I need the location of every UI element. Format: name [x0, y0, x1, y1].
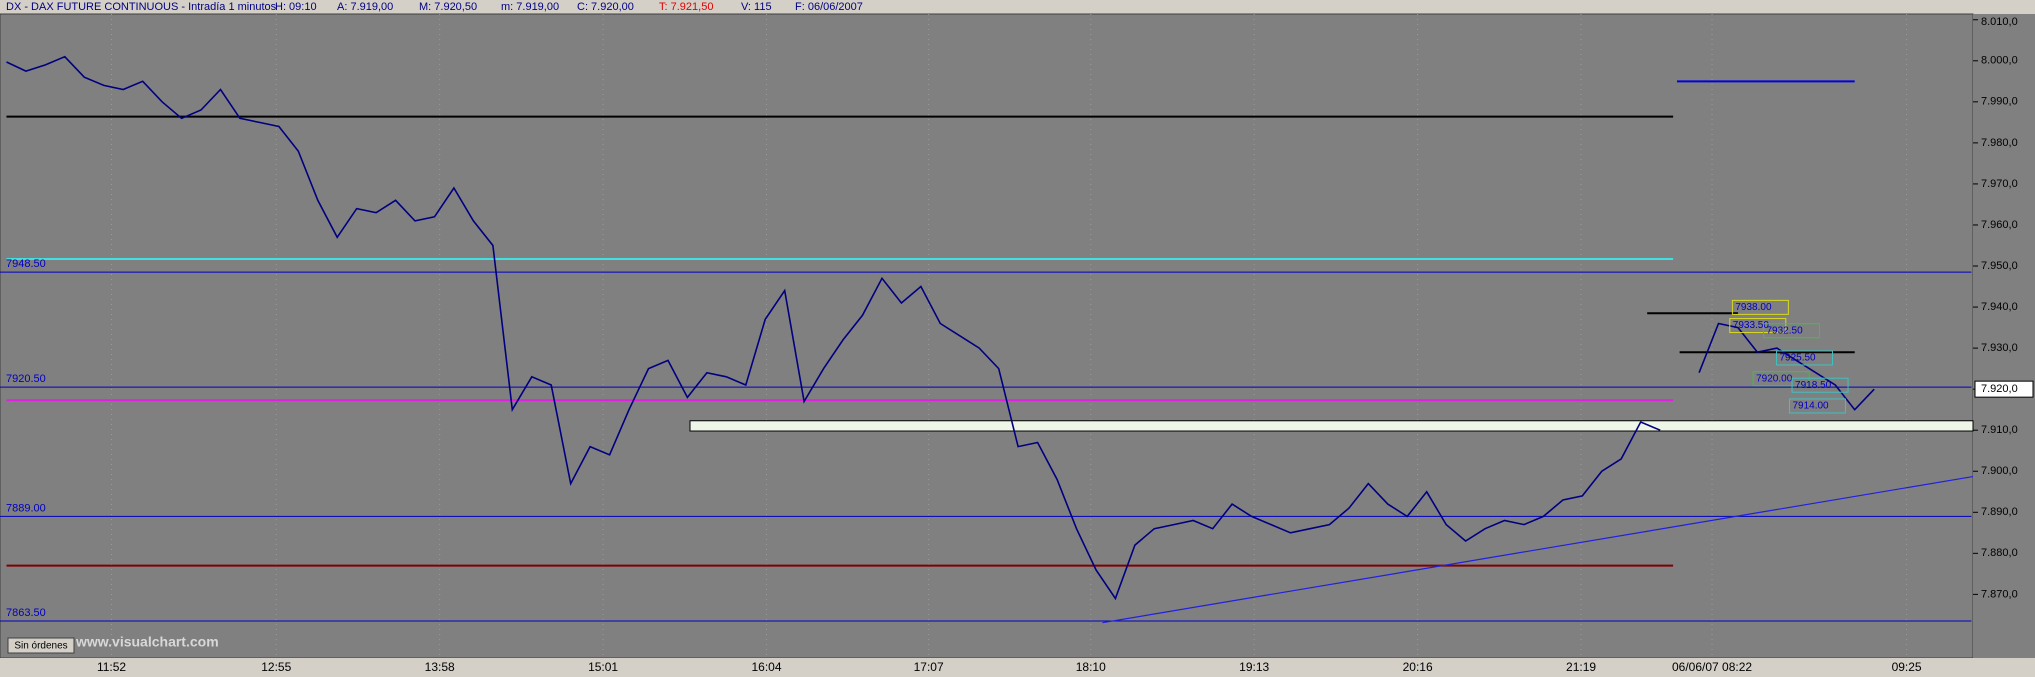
y-tick-label: 7.930,0 — [1981, 342, 2018, 354]
annotation-label: 7920.00 — [1756, 373, 1793, 384]
y-tick-label: 7.960,0 — [1981, 219, 2018, 231]
annotation-box — [1752, 371, 1810, 387]
y-tick-label: 7.880,0 — [1981, 547, 2018, 559]
x-tick-label: 09:25 — [1892, 660, 1922, 674]
level-label: 7948.50 — [6, 258, 46, 270]
annotation-box — [1763, 323, 1821, 339]
price-line — [6, 55, 1875, 601]
header-field: m: 7.919,00 — [501, 1, 559, 13]
header-field: F: 06/06/2007 — [795, 1, 863, 13]
y-tick-label: 7.890,0 — [1981, 506, 2018, 518]
y-tick-label: 8.000,0 — [1981, 55, 2018, 67]
header-field: H: 09:10 — [275, 1, 317, 13]
annotation-label: 7938.00 — [1735, 302, 1772, 313]
last-price-label: 7.920,0 — [1981, 383, 2018, 395]
annotation-label: 7933.50 — [1733, 320, 1770, 331]
y-tick-label: 8.010,0 — [1981, 16, 2018, 28]
annotation-label: 7914.00 — [1792, 401, 1829, 412]
annotation-box — [1729, 318, 1787, 334]
header-field: A: 7.919,00 — [337, 1, 393, 13]
x-tick-label: 17:07 — [914, 660, 944, 674]
y-tick-label: 7.900,0 — [1981, 465, 2018, 477]
level-label: 7889.00 — [6, 502, 46, 514]
x-tick-label: 11:52 — [97, 660, 126, 674]
last-price-box — [1974, 380, 2034, 398]
annotation-box — [1731, 299, 1789, 315]
x-tick-label: 18:10 — [1076, 660, 1106, 674]
y-tick-label: 7.990,0 — [1981, 96, 2018, 108]
trend-line — [1102, 475, 1974, 624]
level-label: 7863.50 — [6, 607, 46, 619]
header-field: V: 115 — [741, 1, 772, 13]
x-tick-label: 20:16 — [1403, 660, 1433, 674]
price-axis — [1973, 14, 2035, 658]
y-tick-label: 7.910,0 — [1981, 424, 2018, 436]
y-tick-label: 7.970,0 — [1981, 178, 2018, 190]
x-tick-label: 15:01 — [588, 660, 618, 674]
title-bar — [0, 0, 2035, 14]
x-tick-label: 12:55 — [261, 660, 291, 674]
x-tick-label: 13:58 — [425, 660, 455, 674]
watermark: www.visualchart.com — [75, 634, 219, 650]
annotation-box — [1775, 350, 1833, 366]
annotation-label: 7918.50 — [1795, 380, 1832, 391]
annotation-label: 7932.50 — [1767, 325, 1804, 336]
x-tick-label: 16:04 — [752, 660, 782, 674]
x-tick-label: 19:13 — [1239, 660, 1269, 674]
symbol-title: DX - DAX FUTURE CONTINUOUS - Intradía 1 … — [6, 1, 277, 13]
annotation-box — [1788, 398, 1846, 414]
time-axis — [0, 658, 2035, 677]
header-field: M: 7.920,50 — [419, 1, 477, 13]
orders-button-label[interactable]: Sin órdenes — [14, 641, 67, 652]
orders-button[interactable] — [7, 637, 75, 654]
level-label: 7920.50 — [6, 373, 46, 385]
x-tick-label: 06/06/07 08:22 — [1672, 660, 1752, 674]
x-tick-label: 21:19 — [1566, 660, 1596, 674]
y-tick-label: 7.980,0 — [1981, 137, 2018, 149]
annotation-label: 7925.50 — [1779, 353, 1816, 364]
y-tick-label: 7.950,0 — [1981, 260, 2018, 272]
plot-area — [0, 13, 1974, 659]
header-field: C: 7.920,00 — [577, 1, 634, 13]
annotation-box — [1791, 377, 1849, 393]
y-tick-label: 7.870,0 — [1981, 588, 2018, 600]
support-zone — [689, 420, 1974, 432]
header-field: T: 7.921,50 — [659, 1, 713, 13]
y-tick-label: 7.940,0 — [1981, 301, 2018, 313]
